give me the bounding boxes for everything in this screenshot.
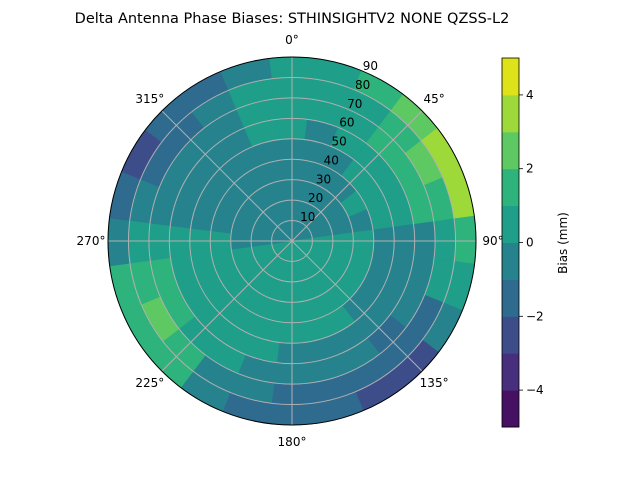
theta-tick-label: 0° [285,33,299,47]
theta-tick-label: 180° [278,435,307,449]
colorbar: −4 −2 0 2 4 [501,57,544,428]
r-tick-label: 30 [316,172,331,186]
r-tick-label: 80 [355,78,370,92]
theta-tick-label: 90° [482,234,503,248]
r-tick-label: 90 [363,59,378,73]
r-tick-label: 40 [324,153,339,167]
theta-gridline [161,240,293,372]
r-tick-labels: 10 20 30 40 50 60 70 80 90 [300,59,378,224]
r-tick-label: 10 [300,210,315,224]
r-tick-label: 60 [339,116,354,130]
polar-frame [107,56,477,426]
theta-gridline [161,110,293,242]
colorbar-tick-label: 4 [526,88,534,102]
colorbar-band [502,279,519,317]
colorbar-tick-label: −4 [526,383,544,397]
colorbar-band [502,390,519,428]
colorbar-band [502,242,519,280]
colorbar-band [502,58,519,96]
colorbar-band [502,168,519,207]
colorbar-tick-label: −2 [526,309,544,323]
colorbar-label: Bias (mm) [556,212,570,274]
theta-gridline [291,240,423,372]
colorbar-band [502,316,519,354]
colorbar-tick-label: 0 [526,236,534,250]
colorbar-band [502,94,519,133]
theta-tick-label: 135° [420,376,449,390]
colorbar-band [502,205,519,243]
polar-grid [107,56,477,426]
chart-title: Delta Antenna Phase Biases: STHINSIGHTV2… [75,11,510,27]
theta-gridline [291,110,423,242]
colorbar-tick-label: 2 [526,162,534,176]
r-tick-label: 20 [308,191,323,205]
theta-tick-label: 225° [135,376,164,390]
theta-tick-label: 315° [135,92,164,106]
theta-tick-labels: 0° 45° 90° 135° 180° 225° 270° 315° [77,33,504,449]
r-tick-label: 70 [347,97,362,111]
colorbar-band [502,131,519,170]
theta-tick-label: 45° [423,92,444,106]
r-tick-label: 50 [331,135,346,149]
theta-tick-label: 270° [77,234,106,248]
colorbar-band [502,353,519,391]
